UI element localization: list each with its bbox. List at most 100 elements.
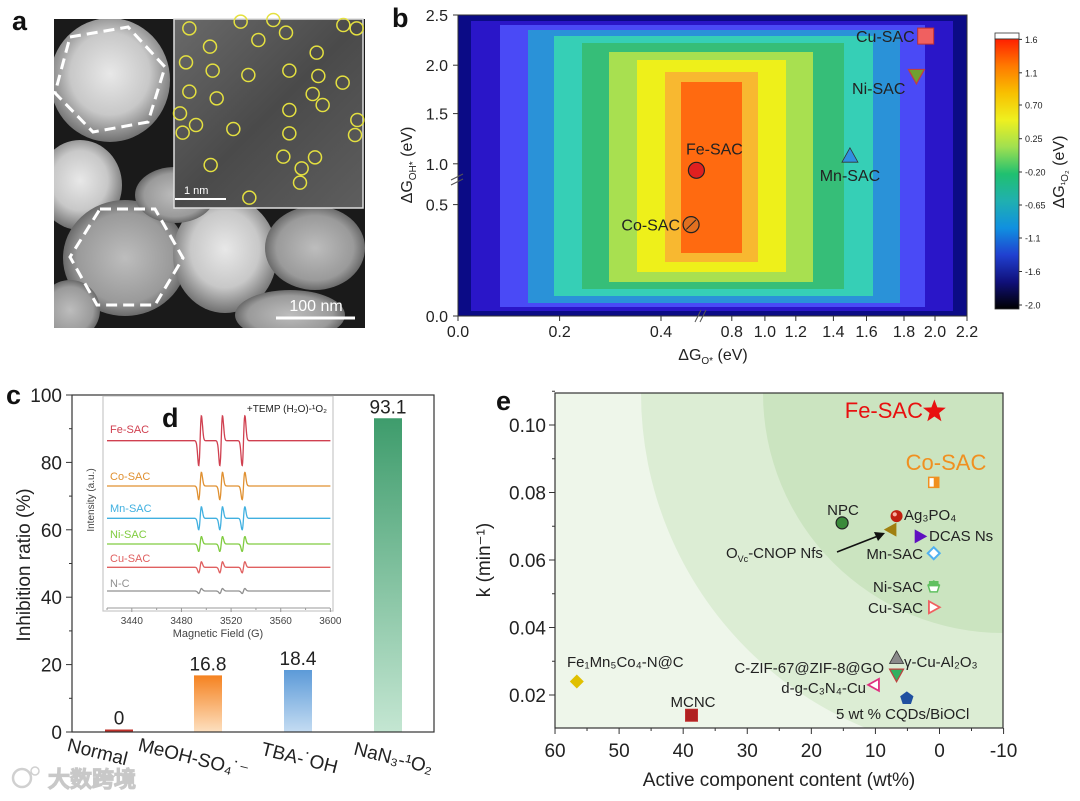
panel-label-d: d: [162, 403, 179, 433]
point-marker: [890, 510, 903, 523]
single-atom-circle: [202, 39, 218, 54]
spectrum-co-sac: [107, 471, 331, 501]
point-label: Ni-SAC: [852, 81, 905, 98]
scale-bar-label: 100 nm: [289, 298, 342, 315]
point-label: γ-Cu-Al₂O₃: [904, 654, 978, 671]
spectrum-label: Mn-SAC: [110, 503, 152, 515]
point-marker: [866, 677, 880, 693]
point-label-part: -CNOP Nfs: [748, 545, 823, 562]
panel-b-heatmap: 0.0 0.2 0.4 0.8 1.0 1.2 1.4 1.6 1.8 2.0 2.2 0.0 0.5 1…: [399, 8, 1071, 367]
bar-value-label: 0: [114, 709, 125, 730]
point-marker: [928, 599, 942, 615]
point-label: Fe-SAC: [686, 141, 743, 158]
x-label-sub: O*: [701, 356, 713, 367]
inset-title: +TEMP (H₂O)-¹O₂: [247, 404, 327, 415]
spectrum-label: Co-SAC: [110, 471, 150, 483]
colorbar-bar: [994, 38, 1020, 310]
single-atom-circle: [203, 157, 218, 173]
single-atom-circle: [349, 21, 364, 36]
y-axis-label: k (min⁻¹): [474, 523, 495, 597]
single-atom-circle: [292, 175, 308, 190]
panel-label-a: a: [12, 6, 28, 36]
spectrum-label: Ni-SAC: [110, 529, 147, 541]
epr-spectra: Fe-SAC Co-SAC Mn-SAC Ni-SAC Cu-SAC N-C 3440 348…: [106, 414, 342, 627]
single-atom-circle: [311, 68, 326, 84]
point-marker: [926, 545, 942, 561]
x-tick-label: 1.0: [754, 324, 776, 341]
point-marker: [922, 399, 946, 422]
point-marker: [685, 708, 699, 722]
colorbar-label-symbol: ΔG: [1051, 185, 1068, 208]
single-atom-circle: [276, 149, 291, 164]
y-tick-label: 0.02: [509, 686, 546, 707]
x-axis-label: Magnetic Field (G): [173, 628, 263, 640]
y-tick-label: 0.5: [426, 198, 448, 215]
category-label: MeOH-SO₄˙⁻: [136, 735, 251, 783]
panel-a-micrograph: 1 nm 100 nm: [53, 12, 365, 328]
spectrum-label: N-C: [110, 578, 130, 590]
point-label: C-ZIF-67@ZIF-8@GO: [734, 660, 884, 677]
spectrum-fe-sac: [107, 414, 331, 467]
spectrum-cu-sac: [107, 561, 331, 574]
point-label: 5 wt % CQDs/BiOCl: [836, 706, 969, 723]
colorbar-tick-label: 0.70: [1025, 101, 1043, 111]
point-co-sac-marker-hatch: [685, 219, 697, 230]
colorbar-label: ΔG¹O₂ (eV): [1051, 136, 1071, 209]
colorbar: 1.6 1.1 0.70 0.25 -0.20 -0.65 -1.1 -1.6 -2.0: [994, 32, 1046, 311]
y-axis-label: Inhibition ratio (%): [14, 488, 35, 641]
single-atom-circle: [335, 75, 350, 90]
spectrum-mn-sac: [107, 506, 331, 531]
point-marker: [888, 668, 905, 683]
point-label: Ag₃PO₄: [904, 507, 956, 524]
panel-label-e: e: [496, 386, 511, 416]
point-label: Cu-SAC: [856, 29, 915, 46]
x-tick-label: 3440: [121, 616, 144, 627]
particle: [63, 200, 187, 316]
y-tick-label: 80: [41, 453, 62, 474]
x-tick-label: 20: [801, 741, 822, 762]
y-tick-label: 20: [41, 656, 62, 677]
colorbar-tick-label: 1.1: [1025, 68, 1038, 78]
colorbar-tick-label: 1.6: [1025, 35, 1038, 45]
x-tick-label: 30: [737, 741, 758, 762]
y-axis-label: Intensity (a.u.): [86, 468, 97, 531]
point-label-part: O: [726, 545, 738, 562]
x-tick-label: 0.4: [650, 324, 672, 341]
single-atom-circle: [233, 14, 248, 29]
single-atom-circle: [242, 190, 257, 205]
colorbar-tick-label: -1.1: [1025, 234, 1041, 244]
y-tick-label: 1.5: [426, 107, 448, 124]
x-tick-label: 10: [865, 741, 886, 762]
point-ni-sac-marker: [907, 68, 926, 86]
plot-background: [555, 393, 1003, 728]
y-tick-label: 0.10: [509, 416, 546, 437]
colorbar-cap: [994, 32, 1020, 40]
particle: [173, 197, 277, 313]
watermark-logo-icon: [11, 767, 33, 789]
single-atom-circle: [347, 127, 363, 143]
colorbar-label-unit: (eV): [1051, 136, 1068, 171]
point-label: Mn-SAC: [866, 546, 923, 563]
x-tick-label: 3480: [170, 616, 193, 627]
y-tick-label: 1.0: [426, 157, 448, 174]
spectrum-label: Cu-SAC: [110, 553, 150, 565]
x-tick-label: 50: [609, 741, 630, 762]
colorbar-tick-label: -2.0: [1025, 301, 1041, 311]
point-label: Ni-SAC: [873, 579, 923, 596]
single-atom-circle: [226, 121, 241, 137]
y-label-sub: OH*: [408, 161, 419, 180]
point-fe-sac-marker: [687, 161, 706, 179]
x-tick-label: 1.4: [822, 324, 844, 341]
inset-frame: [102, 395, 334, 612]
x-tick-label: 0: [934, 741, 945, 762]
x-tick-label: 1.2: [785, 324, 807, 341]
hexagon-outline: [68, 207, 185, 307]
watermark-logo-icon: [30, 766, 40, 776]
y-tick-label: 60: [41, 521, 62, 542]
point-label-part: Vc: [738, 554, 749, 564]
point-label: Co-SAC: [906, 450, 987, 475]
y-tick-label: 0.0: [426, 309, 448, 326]
x-tick-label: 2.2: [956, 324, 978, 341]
spectrum-label: Fe-SAC: [110, 424, 149, 436]
